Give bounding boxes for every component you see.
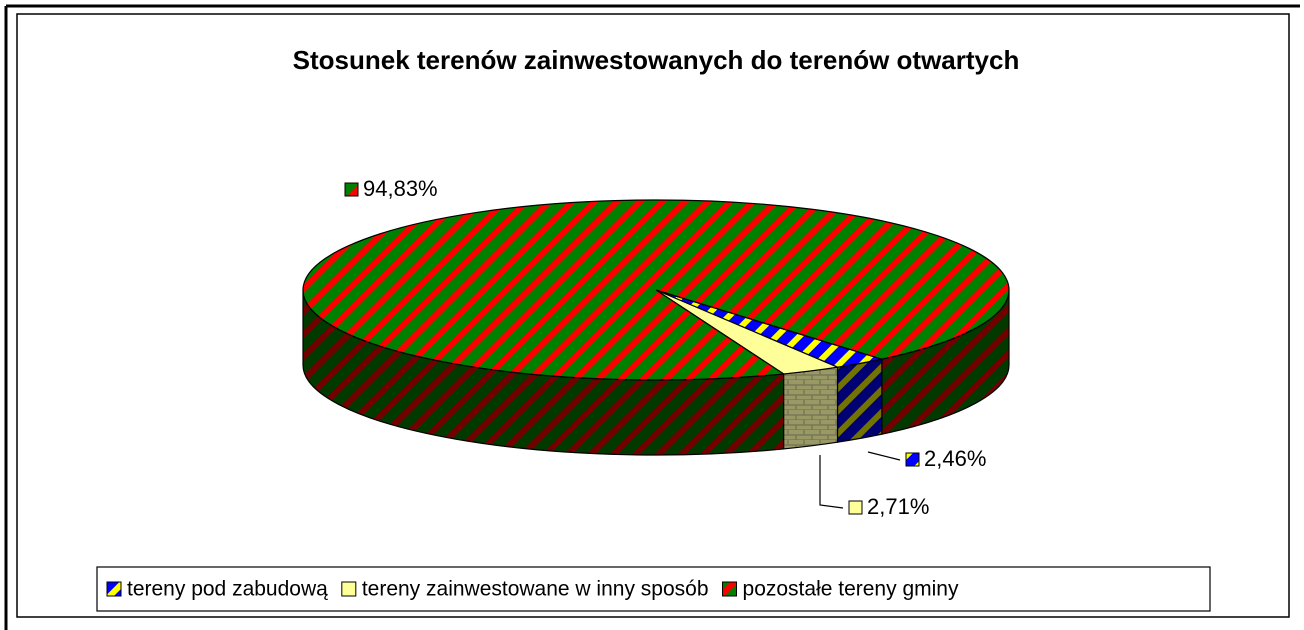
data-label: 94,83% [363, 176, 438, 201]
pie-side [836, 358, 883, 443]
legend-marker [341, 581, 357, 597]
label-marker [848, 500, 863, 515]
legend-label: pozostałe tereny gminy [743, 578, 959, 601]
chart-title: Stosunek terenów zainwestowanych do tere… [293, 45, 1020, 75]
leader-line [819, 455, 844, 509]
data-label: 2,46% [924, 446, 986, 471]
pie-slice [302, 199, 1010, 381]
legend-marker [722, 581, 738, 597]
legend-marker [106, 581, 122, 597]
legend-box [96, 566, 1211, 612]
label-marker [905, 452, 920, 467]
leader-line [867, 451, 901, 461]
legend-label: tereny zainwestowane w inny sposób [362, 578, 709, 601]
pie-side [782, 366, 839, 450]
data-label: 2,71% [867, 494, 929, 519]
label-marker [344, 182, 359, 197]
legend-label: tereny pod zabudową [127, 578, 328, 601]
